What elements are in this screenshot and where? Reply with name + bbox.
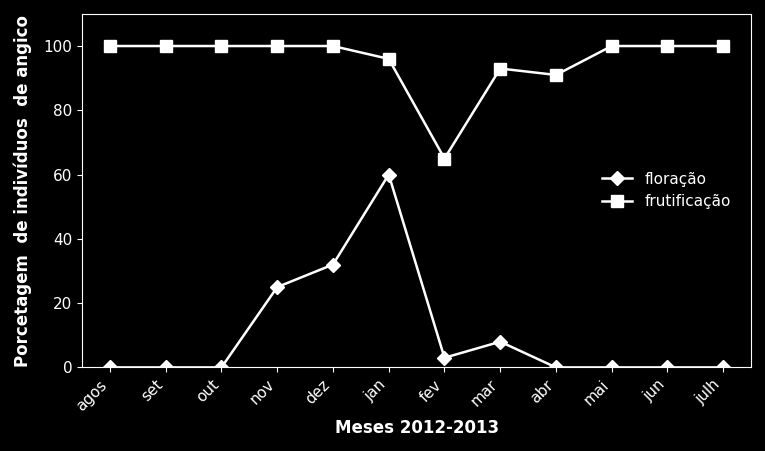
frutificação <box>496 66 505 71</box>
floração <box>384 172 393 177</box>
frutificação <box>106 43 115 49</box>
frutificação <box>161 43 171 49</box>
Line: frutificação: frutificação <box>104 40 730 165</box>
Line: floração: floração <box>105 170 728 372</box>
frutificação <box>272 43 282 49</box>
floração <box>272 285 282 290</box>
Legend: floração, frutificação: floração, frutificação <box>595 166 737 216</box>
frutificação <box>663 43 672 49</box>
floração <box>328 262 337 267</box>
floração <box>607 365 617 370</box>
floração <box>552 365 561 370</box>
frutificação <box>217 43 226 49</box>
floração <box>440 355 449 360</box>
frutificação <box>440 156 449 161</box>
floração <box>718 365 728 370</box>
floração <box>161 365 171 370</box>
frutificação <box>607 43 617 49</box>
frutificação <box>328 43 337 49</box>
frutificação <box>718 43 728 49</box>
X-axis label: Meses 2012-2013: Meses 2012-2013 <box>334 419 499 437</box>
frutificação <box>384 56 393 62</box>
Y-axis label: Porcetagem  de indivíduos  de angico: Porcetagem de indivíduos de angico <box>14 14 32 367</box>
frutificação <box>552 72 561 78</box>
floração <box>496 339 505 345</box>
floração <box>217 365 226 370</box>
floração <box>106 365 115 370</box>
floração <box>663 365 672 370</box>
